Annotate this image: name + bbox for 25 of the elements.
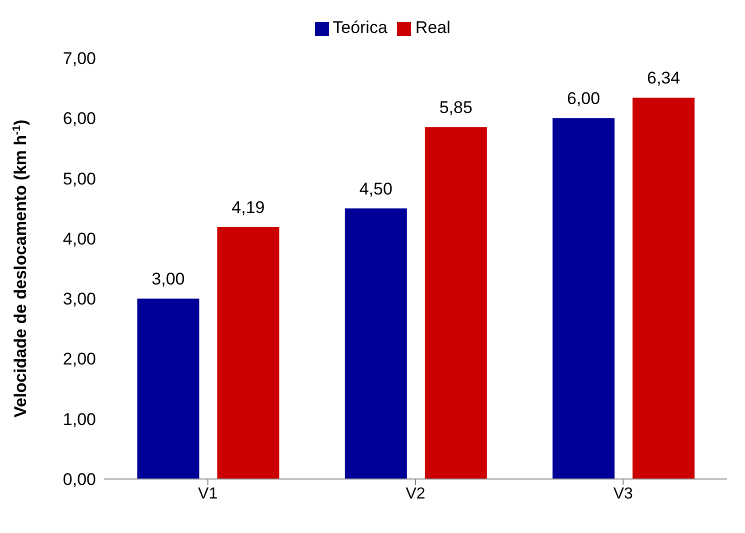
bar xyxy=(217,227,280,479)
x-tick-label: V2 xyxy=(406,485,426,502)
data-label: 3,00 xyxy=(152,270,185,289)
x-tick-label: V3 xyxy=(613,485,634,502)
legend-label: Real xyxy=(415,18,450,37)
y-tick-label: 4,00 xyxy=(62,229,96,248)
y-tick-label: 2,00 xyxy=(62,350,96,369)
bar xyxy=(137,298,200,479)
bar xyxy=(424,127,487,479)
bar xyxy=(344,208,407,479)
bar xyxy=(632,98,695,479)
data-label: 4,19 xyxy=(232,198,265,217)
y-tick-label: 3,00 xyxy=(62,290,96,309)
data-label: 5,85 xyxy=(439,98,472,118)
bar xyxy=(552,118,615,479)
data-label: 6,34 xyxy=(647,68,680,88)
y-tick-label: 7,00 xyxy=(62,49,96,68)
y-tick-label: 1,00 xyxy=(62,410,96,429)
data-label: 4,50 xyxy=(359,179,392,198)
legend-label: Teórica xyxy=(332,18,388,37)
x-tick-label: V1 xyxy=(198,485,218,502)
y-tick-label: 0,00 xyxy=(62,470,96,490)
y-tick-label: 5,00 xyxy=(62,169,96,188)
data-label: 6,00 xyxy=(567,89,600,108)
y-tick-label: 6,00 xyxy=(62,109,96,128)
